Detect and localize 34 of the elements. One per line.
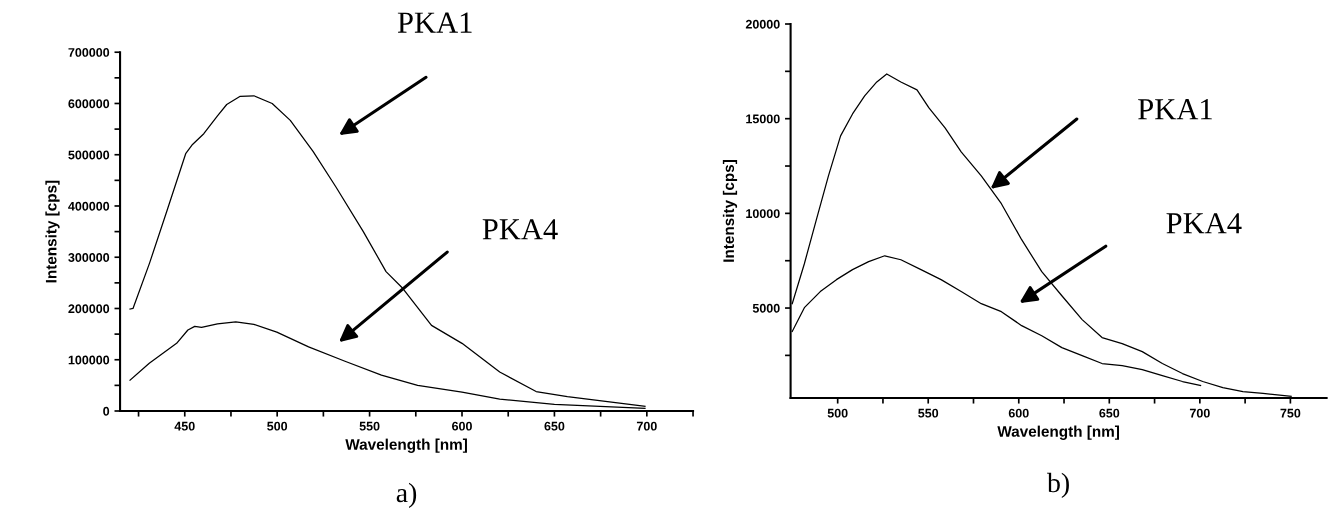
x-tick-label: 650 xyxy=(1099,408,1120,418)
annotation: PKA4 xyxy=(482,219,558,240)
annotation: PKA1 xyxy=(1138,99,1212,120)
x-axis-title: Wavelength [nm] xyxy=(345,438,467,453)
y-tick-label: 0 xyxy=(103,406,110,416)
y-tick-label: 10000 xyxy=(746,209,780,219)
y-tick-label: 600000 xyxy=(68,99,110,109)
y-tick-label: 500000 xyxy=(68,150,110,160)
y-tick-label: 300000 xyxy=(68,253,110,262)
x-tick-label: 600 xyxy=(1008,408,1029,418)
text: b) xyxy=(1047,472,1069,498)
x-tick-label: 650 xyxy=(544,421,565,431)
y-tick-label: 200000 xyxy=(68,304,110,314)
x-tick-label: 700 xyxy=(1189,408,1210,418)
x-tick-label: 750 xyxy=(1280,408,1301,418)
x-tick-label: 550 xyxy=(918,408,939,418)
y-tick-label: 20000 xyxy=(745,19,780,29)
x-tick-label: 450 xyxy=(174,421,195,431)
y-tick-label: 100000 xyxy=(68,355,110,365)
y-axis-title: Intensity [cps] xyxy=(722,160,738,262)
y-tick-label: 5000 xyxy=(752,303,780,313)
text: PKA1 xyxy=(397,12,472,33)
y-axis-title: Intensity [cps] xyxy=(45,180,60,283)
y-tick-label: 400000 xyxy=(68,201,110,211)
annotation: PKA4 xyxy=(1166,213,1242,234)
x-tick-label: 500 xyxy=(267,421,288,431)
x-tick-label: 700 xyxy=(636,421,657,431)
x-tick-label: 550 xyxy=(359,421,380,431)
y-tick-label: 700000 xyxy=(68,48,110,57)
x-tick-label: 600 xyxy=(452,421,472,431)
y-tick-label: 15000 xyxy=(746,114,780,124)
text: a) xyxy=(396,482,417,508)
x-tick-label: 500 xyxy=(827,408,848,418)
x-axis-title: Wavelength [nm] xyxy=(997,425,1119,440)
